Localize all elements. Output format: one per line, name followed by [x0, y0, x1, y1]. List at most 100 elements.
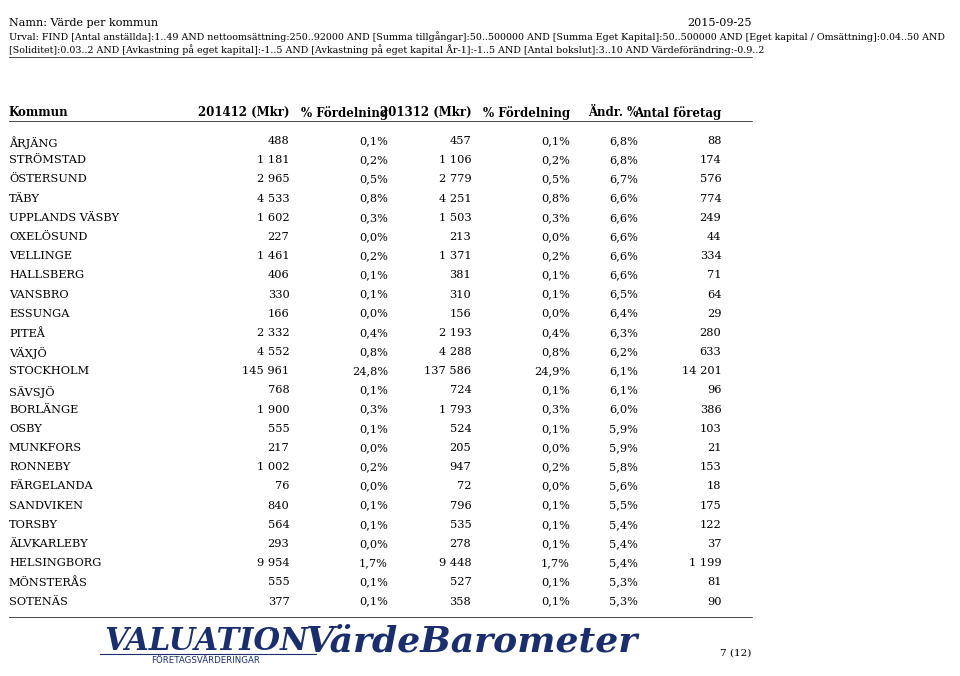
Text: 527: 527 — [449, 577, 471, 587]
Text: 0,2%: 0,2% — [359, 251, 388, 261]
Text: 1 602: 1 602 — [256, 213, 289, 223]
Text: 201312 (Mkr): 201312 (Mkr) — [379, 105, 471, 119]
Text: 0,0%: 0,0% — [540, 309, 570, 318]
Text: UPPLANDS VÄSBY: UPPLANDS VÄSBY — [9, 213, 119, 223]
Text: 0,0%: 0,0% — [540, 481, 570, 491]
Text: 6,8%: 6,8% — [610, 136, 638, 146]
Text: 5,5%: 5,5% — [610, 501, 638, 510]
Text: PITEÅ: PITEÅ — [9, 328, 45, 339]
Text: FÄRGELANDA: FÄRGELANDA — [9, 481, 93, 491]
Text: 381: 381 — [449, 270, 471, 281]
Text: 1 199: 1 199 — [688, 558, 721, 568]
Text: 44: 44 — [707, 232, 721, 242]
Text: Kommun: Kommun — [9, 105, 68, 119]
Text: 6,6%: 6,6% — [610, 213, 638, 223]
Text: 217: 217 — [268, 443, 289, 453]
Text: 1 900: 1 900 — [256, 405, 289, 414]
Text: MUNKFORS: MUNKFORS — [9, 443, 83, 453]
Text: VÄXJÖ: VÄXJÖ — [9, 347, 47, 359]
Text: 488: 488 — [268, 136, 289, 146]
Text: 280: 280 — [700, 328, 721, 338]
Text: 0,1%: 0,1% — [359, 289, 388, 299]
Text: 0,2%: 0,2% — [540, 155, 570, 165]
Text: 0,1%: 0,1% — [359, 520, 388, 530]
Text: 0,3%: 0,3% — [540, 405, 570, 414]
Text: 2 965: 2 965 — [256, 174, 289, 185]
Text: 4 552: 4 552 — [256, 347, 289, 357]
Text: 1 503: 1 503 — [439, 213, 471, 223]
Text: 6,1%: 6,1% — [610, 385, 638, 395]
Text: 2 779: 2 779 — [439, 174, 471, 185]
Text: 0,0%: 0,0% — [359, 443, 388, 453]
Text: 6,6%: 6,6% — [610, 251, 638, 261]
Text: 6,0%: 6,0% — [610, 405, 638, 414]
Text: HELSINGBORG: HELSINGBORG — [9, 558, 102, 568]
Text: 535: 535 — [449, 520, 471, 530]
Text: MÖNSTERÅS: MÖNSTERÅS — [9, 577, 88, 588]
Text: 0,2%: 0,2% — [540, 462, 570, 473]
Text: 227: 227 — [268, 232, 289, 242]
Text: 175: 175 — [700, 501, 721, 510]
Text: 6,5%: 6,5% — [610, 289, 638, 299]
Text: VELLINGE: VELLINGE — [9, 251, 72, 261]
Text: 0,8%: 0,8% — [359, 347, 388, 357]
Text: 0,1%: 0,1% — [359, 385, 388, 395]
Text: Antal företag: Antal företag — [635, 105, 721, 120]
Text: 0,1%: 0,1% — [540, 501, 570, 510]
Text: 0,1%: 0,1% — [540, 136, 570, 146]
Text: 81: 81 — [707, 577, 721, 587]
Text: 2 193: 2 193 — [439, 328, 471, 338]
Text: 278: 278 — [449, 539, 471, 549]
Text: 1 461: 1 461 — [256, 251, 289, 261]
Text: 6,8%: 6,8% — [610, 155, 638, 165]
Text: ÖSTERSUND: ÖSTERSUND — [9, 174, 86, 185]
Text: 377: 377 — [268, 596, 289, 606]
Text: 0,0%: 0,0% — [359, 481, 388, 491]
Text: 0,1%: 0,1% — [540, 539, 570, 549]
Text: VärdeBarometer: VärdeBarometer — [305, 625, 637, 659]
Text: 576: 576 — [700, 174, 721, 185]
Text: ™: ™ — [268, 628, 279, 638]
Text: 947: 947 — [449, 462, 471, 473]
Text: 0,5%: 0,5% — [359, 174, 388, 185]
Text: 24,8%: 24,8% — [351, 366, 388, 377]
Text: OSBY: OSBY — [9, 424, 42, 434]
Text: 0,5%: 0,5% — [540, 174, 570, 185]
Text: 0,2%: 0,2% — [540, 251, 570, 261]
Text: RONNEBY: RONNEBY — [9, 462, 70, 473]
Text: 358: 358 — [449, 596, 471, 606]
Text: 5,9%: 5,9% — [610, 424, 638, 434]
Text: 0,2%: 0,2% — [359, 462, 388, 473]
Text: 0,3%: 0,3% — [359, 213, 388, 223]
Text: 0,0%: 0,0% — [540, 443, 570, 453]
Text: 840: 840 — [268, 501, 289, 510]
Text: 1 793: 1 793 — [439, 405, 471, 414]
Text: 1 106: 1 106 — [439, 155, 471, 165]
Text: 0,1%: 0,1% — [359, 596, 388, 606]
Text: 156: 156 — [449, 309, 471, 318]
Text: Namn: Värde per kommun: Namn: Värde per kommun — [9, 18, 158, 28]
Text: 555: 555 — [268, 577, 289, 587]
Text: 9 448: 9 448 — [439, 558, 471, 568]
Text: 0,8%: 0,8% — [359, 193, 388, 203]
Text: 166: 166 — [268, 309, 289, 318]
Text: 6,4%: 6,4% — [610, 309, 638, 318]
Text: 0,2%: 0,2% — [359, 155, 388, 165]
Text: 6,7%: 6,7% — [610, 174, 638, 185]
Text: ÄLVKARLEBY: ÄLVKARLEBY — [9, 539, 87, 549]
Text: 0,1%: 0,1% — [540, 270, 570, 281]
Text: 213: 213 — [449, 232, 471, 242]
Text: 201412 (Mkr): 201412 (Mkr) — [198, 105, 289, 119]
Text: 0,8%: 0,8% — [540, 193, 570, 203]
Text: 72: 72 — [457, 481, 471, 491]
Text: FÖRETAGSVÄRDERINGAR: FÖRETAGSVÄRDERINGAR — [152, 656, 260, 665]
Text: 0,3%: 0,3% — [359, 405, 388, 414]
Text: 5,4%: 5,4% — [610, 539, 638, 549]
Text: Ändr. %: Ändr. % — [588, 105, 638, 119]
Text: 1 002: 1 002 — [256, 462, 289, 473]
Text: 5,9%: 5,9% — [610, 443, 638, 453]
Text: 406: 406 — [268, 270, 289, 281]
Text: 0,1%: 0,1% — [359, 270, 388, 281]
Text: 633: 633 — [700, 347, 721, 357]
Text: 6,3%: 6,3% — [610, 328, 638, 338]
